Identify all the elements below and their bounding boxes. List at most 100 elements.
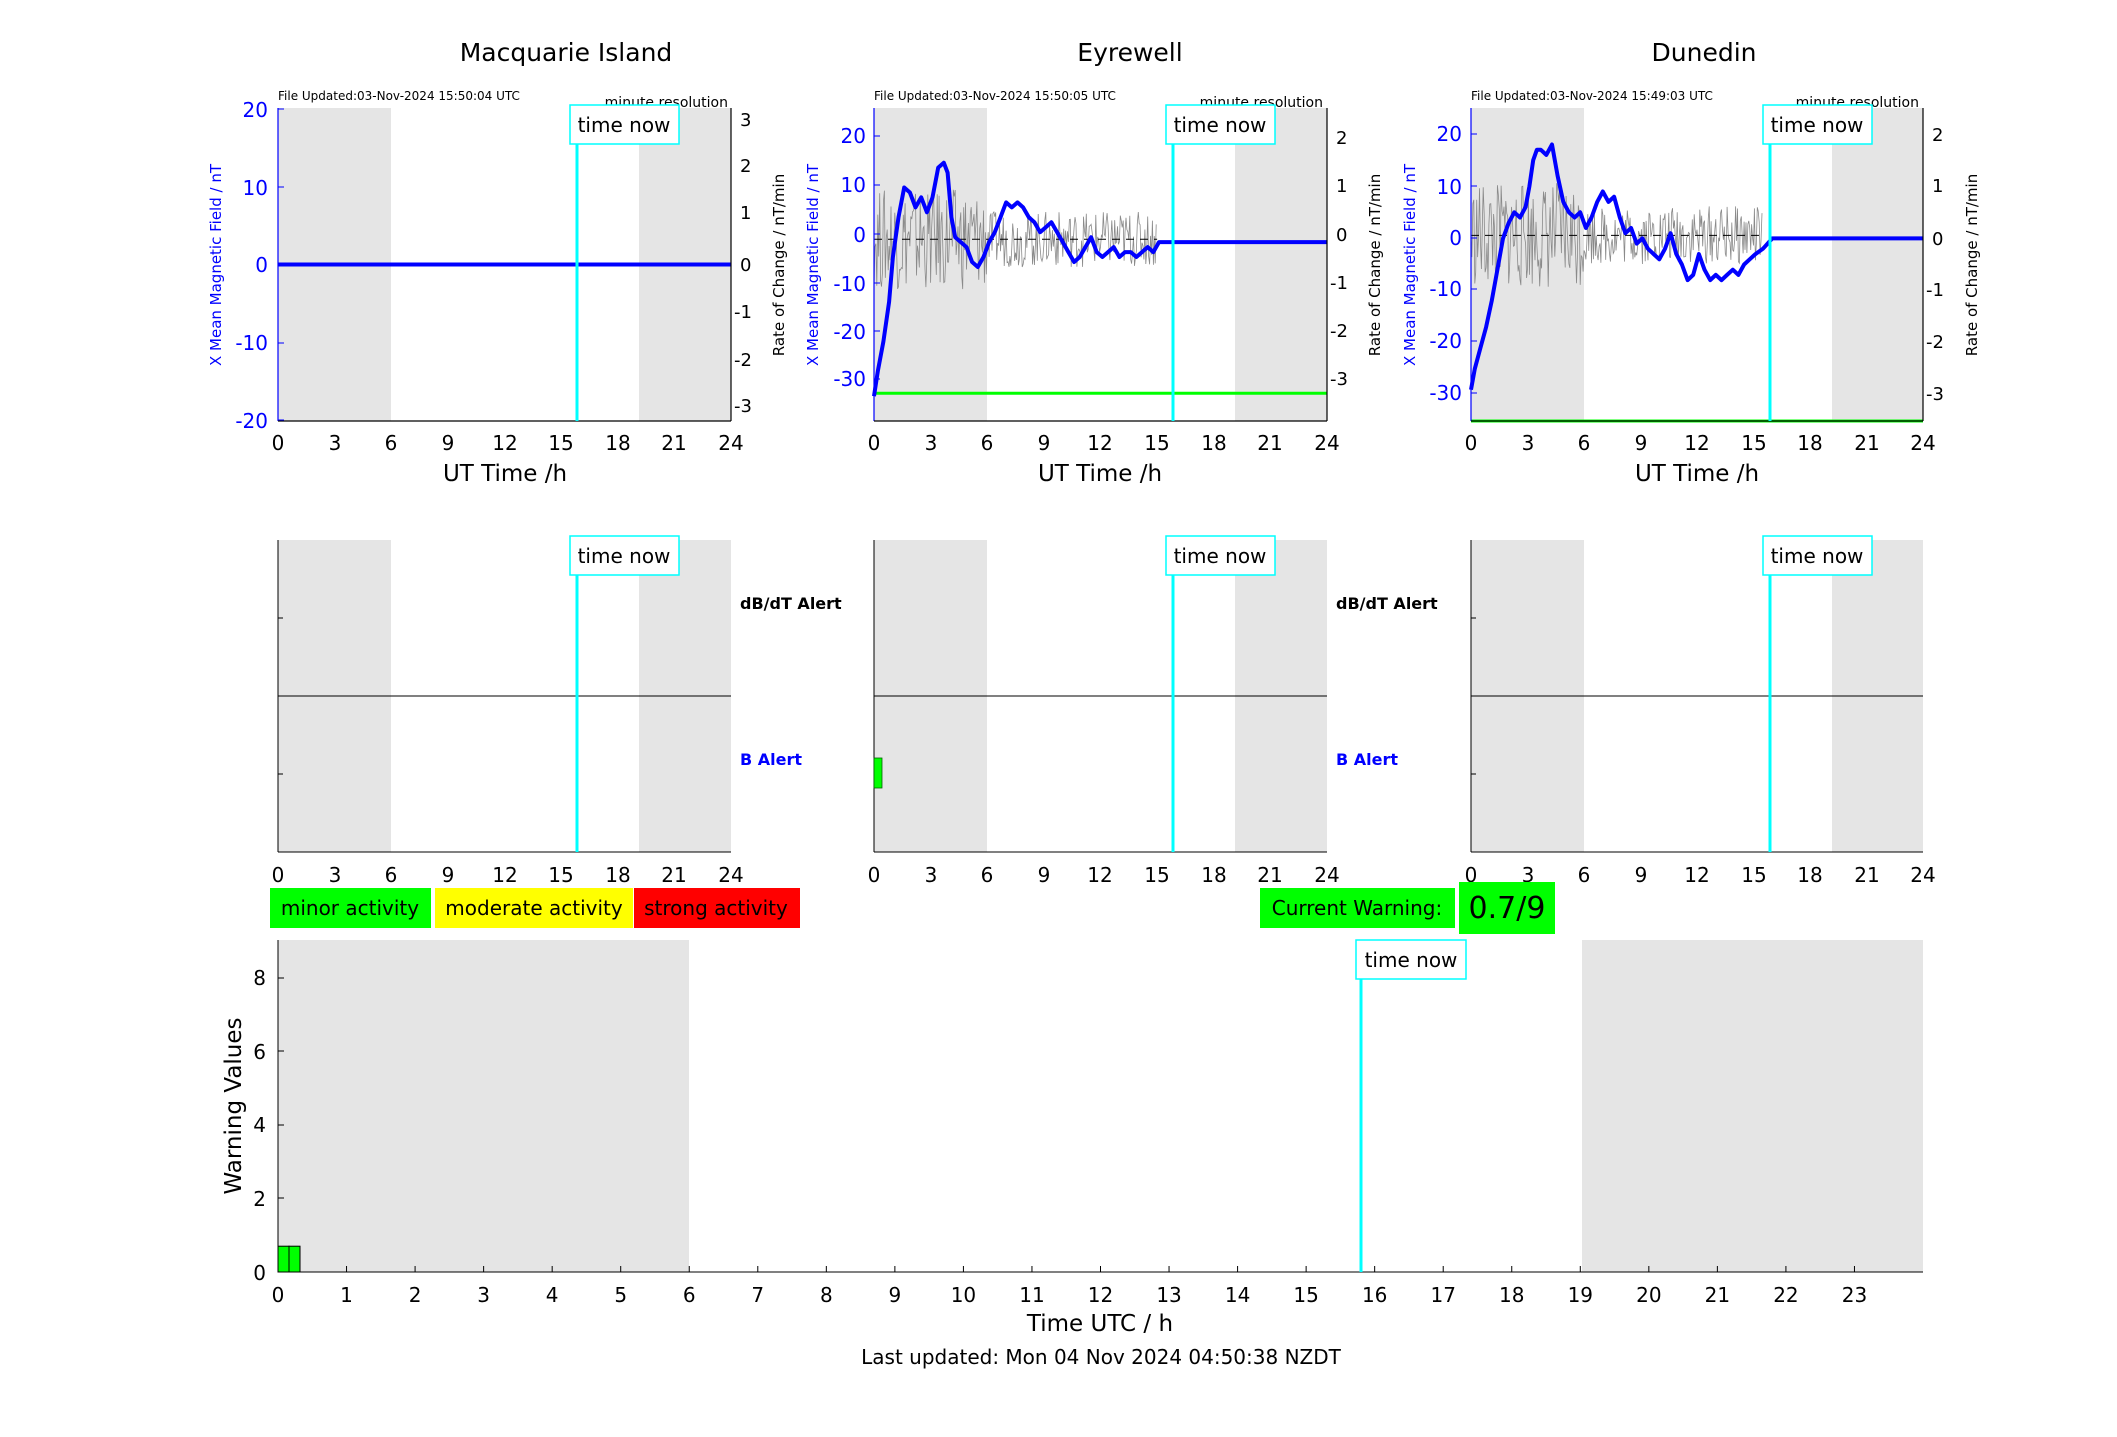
current-warning-value-box [1459, 882, 1555, 934]
right-tick-label: -3 [1330, 369, 1348, 390]
x-tick-label: 19 [1568, 1283, 1593, 1307]
x-tick-label: 21 [661, 431, 686, 455]
x-tick-label: 15 [1741, 431, 1766, 455]
x-tick-label: 12 [1684, 863, 1709, 887]
x-tick-label: 0 [868, 431, 881, 455]
x-tick-label: 21 [1854, 431, 1879, 455]
x-tick-label: 3 [477, 1283, 490, 1307]
x-tick-label: 15 [1293, 1283, 1318, 1307]
panel-title: Macquarie Island [460, 38, 673, 67]
x-tick-label: 18 [1201, 431, 1226, 455]
x-tick-label: 0 [272, 431, 285, 455]
x-tick-label: 6 [1578, 863, 1591, 887]
left-tick-label: -10 [833, 272, 866, 296]
alert-panel-eyrewell: time now dB/dT Alert B Alert 0 3 6 9 12 … [868, 535, 1438, 887]
left-tick-labels: 20 10 0 -10 -20 [235, 98, 268, 433]
left-tick-labels: 20 10 0 -10 -20 -30 [1429, 122, 1462, 405]
x-tick-label: 21 [1257, 863, 1282, 887]
left-tick-label: -10 [235, 331, 268, 355]
warning-bars [277, 1245, 301, 1273]
x-tick-label: 22 [1773, 1283, 1798, 1307]
x-tick-label: 13 [1156, 1283, 1181, 1307]
panel-title: Eyrewell [1077, 38, 1182, 67]
right-tick-label: 1 [1932, 176, 1943, 197]
magnetic-field-line [1469, 142, 1923, 391]
left-tick-label: 20 [1437, 122, 1462, 146]
x-tick-label: 8 [820, 1283, 833, 1307]
x-tick-labels: 0 3 6 9 12 15 18 21 24 [1465, 863, 1936, 887]
x-tick-label: 5 [614, 1283, 627, 1307]
activity-legend: minor activity moderate activity strong … [270, 888, 800, 928]
legend-minor-label: minor activity [281, 896, 419, 920]
time-now-box [1165, 104, 1276, 145]
left-ticks [1471, 133, 1477, 394]
x-tick-label: 1 [340, 1283, 353, 1307]
right-tick-label: 2 [740, 156, 751, 177]
x-tick-labels: 0 3 6 9 12 15 18 21 24 [868, 431, 1340, 455]
x-tick-label: 24 [1314, 863, 1339, 887]
left-tick-label: -30 [833, 367, 866, 391]
x-tick-label: 6 [981, 431, 994, 455]
b-alert-label: B Alert [740, 750, 802, 769]
y-axis-label-left: X Mean Magnetic Field / nT [804, 163, 822, 366]
x-tick-label: 0 [1465, 431, 1478, 455]
time-now-label: time now [578, 113, 671, 137]
x-tick-label: 20 [1636, 1283, 1661, 1307]
x-tick-label: 14 [1225, 1283, 1250, 1307]
file-updated-label: File Updated:03-Nov-2024 15:50:05 UTC [874, 89, 1116, 103]
left-tick-label: 0 [853, 223, 866, 247]
legend-strong-label: strong activity [644, 896, 788, 920]
right-tick-label: -1 [1330, 273, 1348, 294]
x-tick-label: 6 [1578, 431, 1591, 455]
y-ticks [278, 977, 284, 1199]
x-tick-label: 12 [1684, 431, 1709, 455]
x-tick-label: 18 [1797, 431, 1822, 455]
warning-chart: 8 6 4 2 0 0 1 2 3 4 5 6 7 8 9 10 11 12 13 14 15 16 17 18 19… [221, 939, 1923, 1337]
x-tick-label: 3 [329, 431, 342, 455]
x-tick-label: 24 [1314, 431, 1339, 455]
time-now-label: time now [578, 544, 671, 568]
alert-panel-dunedin: time now 0 3 6 9 12 15 18 21 24 [1465, 535, 1936, 887]
right-tick-label: -2 [734, 350, 752, 371]
x-tick-label: 12 [492, 431, 517, 455]
legend-minor-swatch [270, 888, 431, 928]
x-tick-label: 10 [951, 1283, 976, 1307]
y-axis-label-right: Rate of Change / nT/min [1366, 174, 1384, 356]
x-tick-label: 21 [1854, 863, 1879, 887]
x-tick-label: 9 [1038, 431, 1051, 455]
x-tick-label: 2 [409, 1283, 422, 1307]
warning-bar [288, 1245, 301, 1273]
x-tick-label: 3 [1522, 431, 1535, 455]
x-tick-label: 12 [492, 863, 517, 887]
legend-moderate-swatch [435, 888, 633, 928]
y-tick-label: 0 [253, 1261, 266, 1285]
time-now-box [569, 535, 680, 576]
file-updated-label: File Updated:03-Nov-2024 15:50:04 UTC [278, 89, 520, 103]
left-tick-label: -10 [1429, 277, 1462, 301]
x-tick-label: 15 [548, 863, 573, 887]
b-alert-label: B Alert [1336, 750, 1398, 769]
x-tick-label: 21 [1257, 431, 1282, 455]
left-tick-label: 20 [841, 124, 866, 148]
x-tick-label: 21 [1705, 1283, 1730, 1307]
left-tick-labels: 20 10 0 -10 -20 -30 [833, 124, 866, 391]
right-tick-label: 3 [740, 110, 751, 131]
left-tick-label: 0 [1449, 226, 1462, 250]
right-tick-label: -1 [1926, 280, 1944, 301]
x-tick-label: 15 [1144, 863, 1169, 887]
x-tick-labels: 0 1 2 3 4 5 6 7 8 9 10 11 12 13 14 15 16 17 18 19 20 21 22 23 [272, 1266, 1867, 1307]
night-shade-right [1235, 108, 1327, 421]
night-shade-right [1832, 108, 1923, 421]
x-tick-label: 17 [1430, 1283, 1455, 1307]
right-tick-label: -2 [1926, 332, 1944, 353]
x-tick-label: 24 [718, 863, 743, 887]
x-tick-label: 0 [868, 863, 881, 887]
dbdt-alert-label: dB/dT Alert [740, 594, 842, 613]
time-now-box [569, 104, 680, 145]
x-tick-label: 6 [683, 1283, 696, 1307]
y-axis-label: Warning Values [221, 1017, 247, 1194]
right-tick-label: -3 [734, 396, 752, 417]
current-warning-label-box [1260, 888, 1455, 928]
legend-strong-swatch [634, 888, 800, 928]
time-now-label: time now [1174, 544, 1267, 568]
